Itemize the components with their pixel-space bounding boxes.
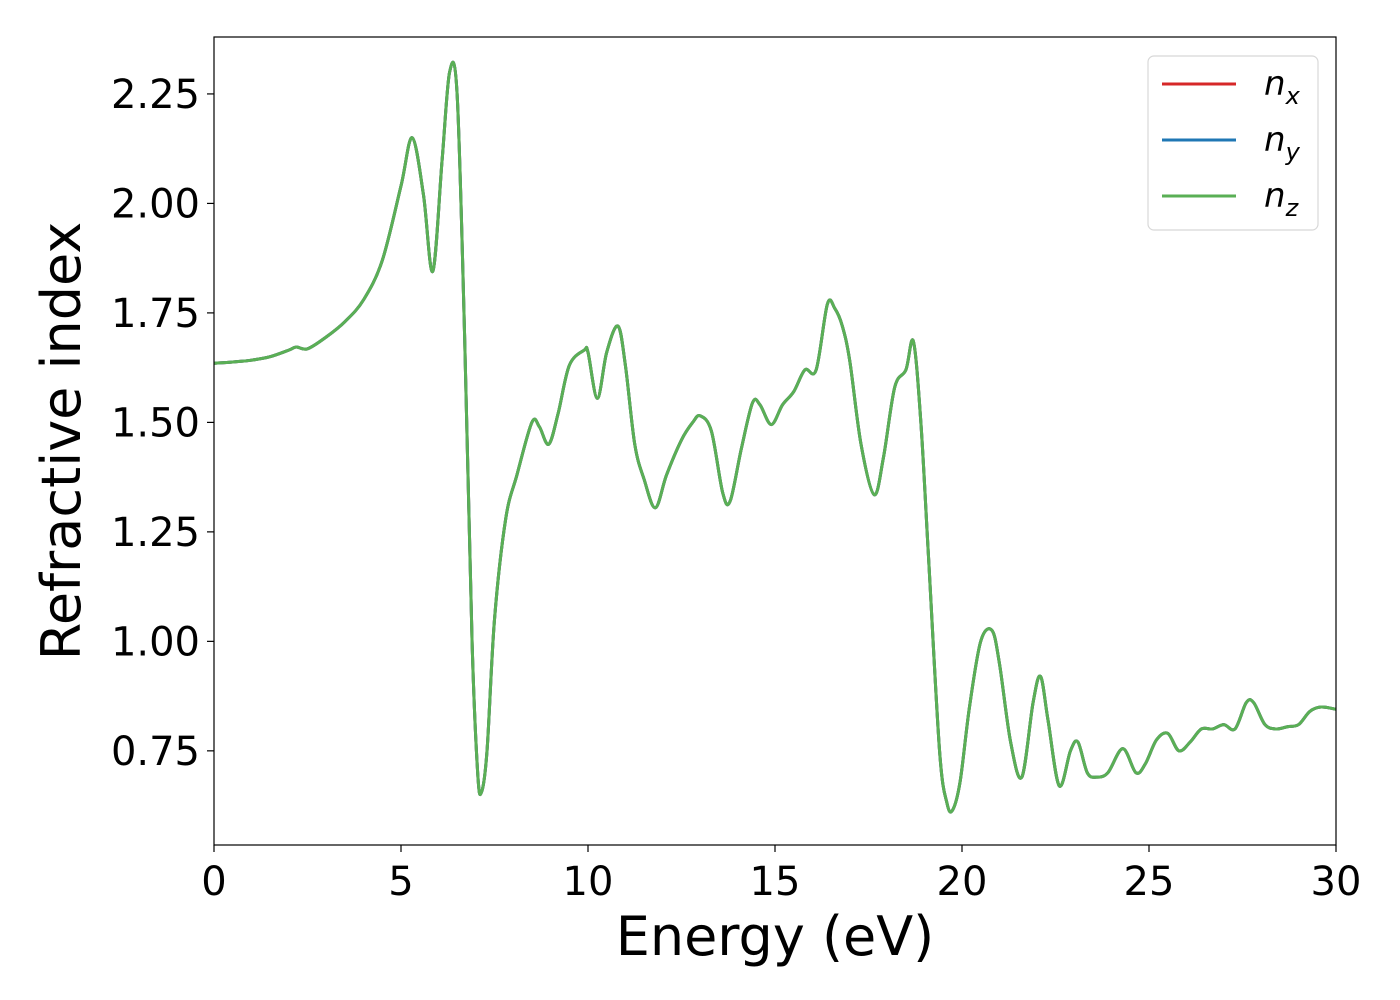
y-tick-label: 0.75	[111, 729, 200, 775]
y-tick-label: 1.75	[111, 291, 200, 337]
y-tick-label: 1.50	[111, 400, 200, 446]
x-tick-label: 5	[388, 859, 413, 905]
series-layer	[214, 60, 1336, 814]
y-axis-label: Refractive index	[30, 222, 93, 661]
legend: nx ny nz	[1147, 55, 1319, 231]
legend-label-nx: nx	[1264, 64, 1301, 110]
x-tick-label: 15	[750, 859, 801, 905]
x-tick-label: 0	[201, 859, 226, 905]
legend-box	[1147, 55, 1319, 231]
y-tick-label: 2.25	[111, 72, 200, 118]
ticks-layer: 0 5 10 15 20 25 30 0.75 1.00 1.25 1.50 1.75 2.00 2.25	[111, 72, 1362, 905]
x-tick-label: 10	[563, 859, 614, 905]
x-tick-label: 25	[1124, 859, 1175, 905]
series-line-n-z	[214, 60, 1336, 814]
legend-label-nz: nz	[1264, 176, 1300, 222]
legend-label-ny: ny	[1264, 120, 1301, 166]
x-axis-label: Energy (eV)	[616, 905, 935, 968]
y-tick-label: 2.00	[111, 181, 200, 227]
x-tick-label: 20	[937, 859, 988, 905]
x-tick-label: 30	[1311, 859, 1362, 905]
y-tick-label: 1.25	[111, 510, 200, 556]
y-tick-label: 1.00	[111, 619, 200, 665]
